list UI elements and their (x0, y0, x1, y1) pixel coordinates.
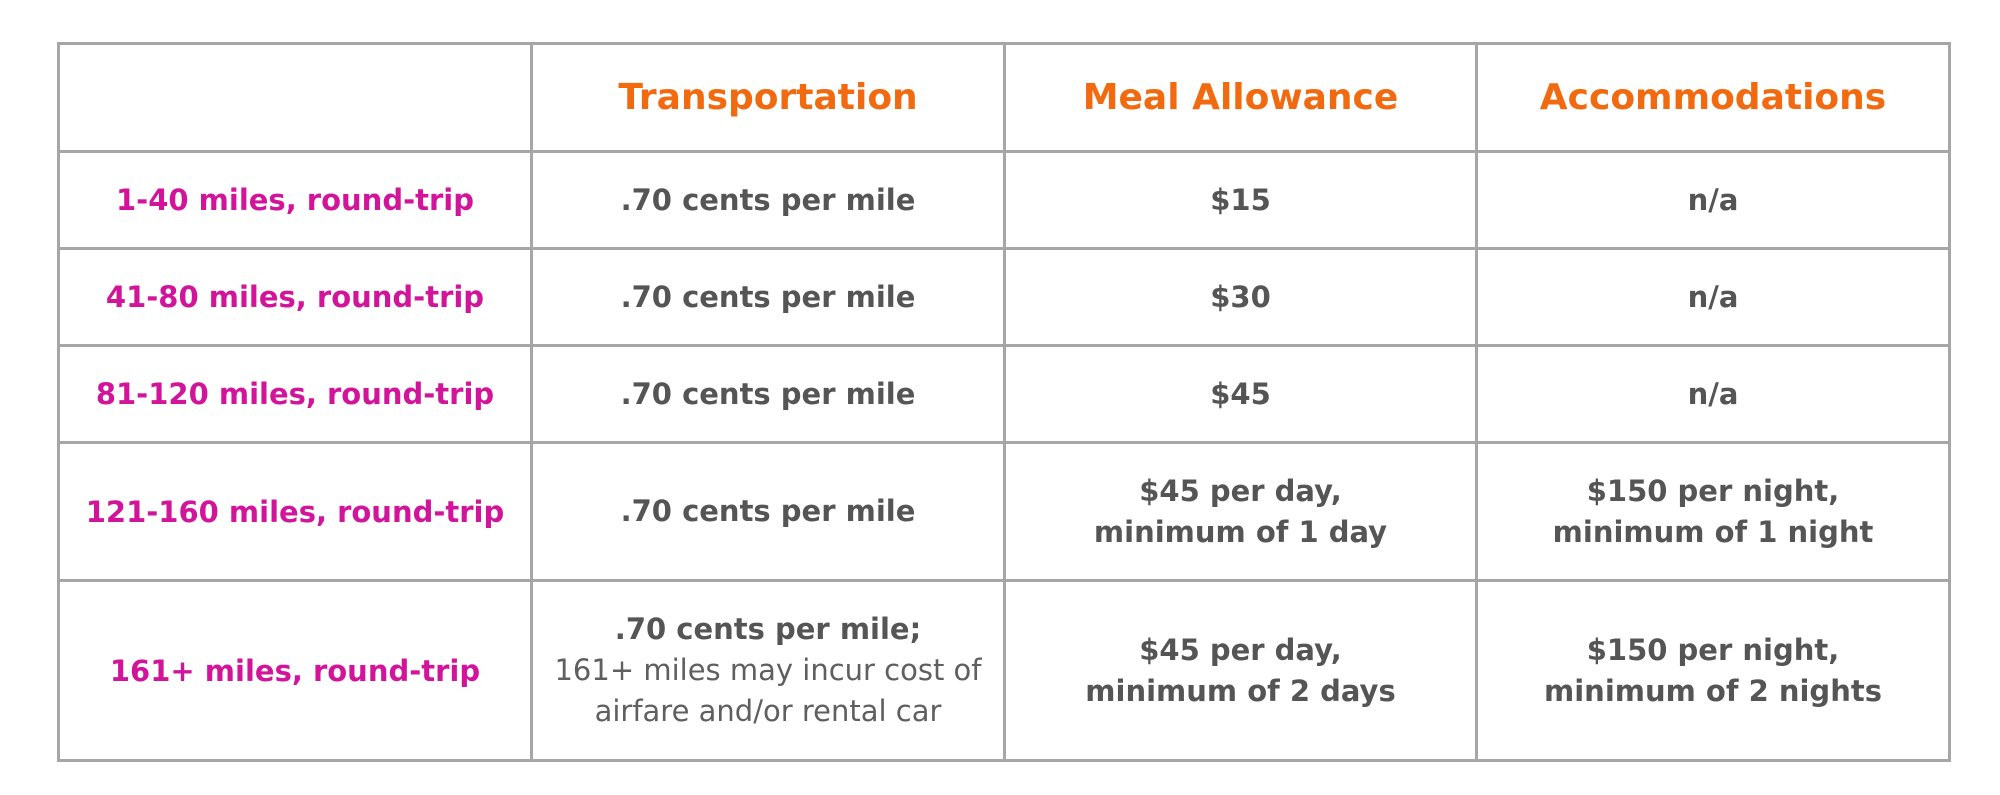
table-row: 41-80 miles, round-trip .70 cents per mi… (57, 247, 1951, 347)
accommodations-cell: n/a (1475, 150, 1951, 250)
meal-line: minimum of 1 day (1093, 514, 1388, 549)
accommodations-cell: n/a (1475, 344, 1951, 444)
transportation-cell: .70 cents per mile; 161+ miles may incur… (530, 579, 1006, 762)
distance-label: 121-160 miles, round-trip (57, 441, 533, 582)
distance-label: 1-40 miles, round-trip (57, 150, 533, 250)
meal-line: minimum of 2 days (1085, 673, 1396, 708)
accommodations-line: $150 per night, (1586, 632, 1840, 667)
table-row: 121-160 miles, round-trip .70 cents per … (57, 441, 1951, 582)
accommodations-line: n/a (1687, 376, 1739, 411)
meal-line: $15 (1210, 182, 1271, 217)
meal-cell: $30 (1003, 247, 1478, 347)
transportation-note-line: 161+ miles may incur cost of (554, 653, 982, 687)
table-row: 161+ miles, round-trip .70 cents per mil… (57, 579, 1951, 762)
distance-label: 41-80 miles, round-trip (57, 247, 533, 347)
accommodations-line: minimum of 2 nights (1544, 673, 1882, 708)
table-row: 1-40 miles, round-trip .70 cents per mil… (57, 150, 1951, 250)
meal-line: $30 (1210, 279, 1271, 314)
meal-cell: $45 (1003, 344, 1478, 444)
meal-cell: $15 (1003, 150, 1478, 250)
transportation-note-line: airfare and/or rental car (594, 694, 942, 728)
header-row: Transportation Meal Allowance Accommodat… (57, 42, 1951, 153)
header-accommodations: Accommodations (1475, 42, 1951, 153)
travel-reimbursement-table: Transportation Meal Allowance Accommodat… (57, 42, 1951, 762)
meal-cell: $45 per day, minimum of 2 days (1003, 579, 1478, 762)
table-row: 81-120 miles, round-trip .70 cents per m… (57, 344, 1951, 444)
meal-line: $45 (1210, 376, 1271, 411)
accommodations-line: minimum of 1 night (1552, 514, 1874, 549)
meal-line: $45 per day, (1139, 473, 1342, 508)
transportation-line: .70 cents per mile; (614, 612, 922, 646)
distance-label: 161+ miles, round-trip (57, 579, 533, 762)
accommodations-line: n/a (1687, 279, 1739, 314)
transportation-cell: .70 cents per mile (530, 441, 1006, 582)
accommodations-cell: $150 per night, minimum of 2 nights (1475, 579, 1951, 762)
transportation-cell: .70 cents per mile (530, 247, 1006, 347)
accommodations-cell: $150 per night, minimum of 1 night (1475, 441, 1951, 582)
accommodations-line: $150 per night, (1586, 473, 1840, 508)
header-meal-allowance: Meal Allowance (1003, 42, 1478, 153)
accommodations-cell: n/a (1475, 247, 1951, 347)
header-corner-cell (57, 42, 533, 153)
distance-label: 81-120 miles, round-trip (57, 344, 533, 444)
accommodations-line: n/a (1687, 182, 1739, 217)
meal-cell: $45 per day, minimum of 1 day (1003, 441, 1478, 582)
meal-line: $45 per day, (1139, 632, 1342, 667)
transportation-cell: .70 cents per mile (530, 344, 1006, 444)
header-transportation: Transportation (530, 42, 1006, 153)
transportation-cell: .70 cents per mile (530, 150, 1006, 250)
